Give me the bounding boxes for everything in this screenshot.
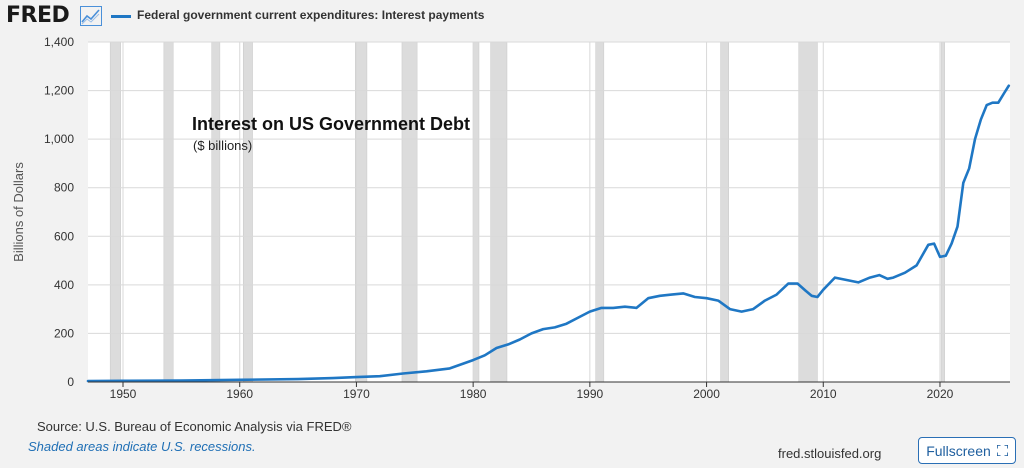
- legend-label: Federal government current expenditures:…: [137, 8, 485, 22]
- recession-band-12: [940, 41, 945, 383]
- plot-background: [88, 42, 1010, 382]
- recession-band-6: [401, 41, 418, 383]
- x-tick-label: 2000: [693, 387, 720, 401]
- recession-band-2: [163, 41, 174, 383]
- gridlines: [88, 41, 1010, 382]
- recession-band-5: [355, 41, 368, 383]
- recession-band-11: [798, 41, 818, 383]
- legend-swatch: [111, 15, 131, 18]
- x-tick-label: 1970: [343, 387, 370, 401]
- fullscreen-label: Fullscreen: [926, 442, 991, 459]
- y-tick-label: 400: [54, 278, 74, 292]
- recession-bands: [109, 41, 945, 383]
- fred-logo[interactable]: FRED: [6, 3, 70, 28]
- series-line-interest-payments: [86, 84, 1011, 383]
- chart-header: FRED Federal government current expendit…: [0, 0, 1024, 34]
- y-tick-label: 800: [54, 181, 74, 195]
- y-tick-label: 1,200: [44, 84, 74, 98]
- y-tick-label: 1,400: [44, 35, 74, 49]
- recession-band-4: [242, 41, 253, 383]
- chart-title: Interest on US Government Debt: [192, 114, 470, 134]
- x-tick-label: 1960: [226, 387, 253, 401]
- fullscreen-icon: [996, 445, 1008, 456]
- x-tick-label: 1990: [576, 387, 603, 401]
- recession-band-10: [720, 41, 729, 383]
- y-tick-label: 600: [54, 229, 74, 243]
- x-tick-label: 1950: [110, 387, 137, 401]
- x-tick-label: 2010: [810, 387, 837, 401]
- y-tick-label: 1,000: [44, 132, 74, 146]
- y-tick-label: 0: [67, 375, 74, 389]
- fred-graph-icon: [80, 6, 102, 26]
- fred-url[interactable]: fred.stlouisfed.org: [778, 446, 882, 461]
- x-tick-label: 2020: [927, 387, 954, 401]
- chart-subtitle: ($ billions): [193, 138, 252, 153]
- fullscreen-button[interactable]: Fullscreen: [918, 437, 1016, 464]
- x-tick-label: 1980: [460, 387, 487, 401]
- recession-band-3: [211, 41, 221, 383]
- y-axis-label: Billions of Dollars: [11, 162, 26, 262]
- recession-note: Shaded areas indicate U.S. recessions.: [28, 439, 256, 454]
- y-tick-label: 200: [54, 326, 74, 340]
- recession-band-9: [595, 41, 605, 383]
- recession-band-7: [472, 41, 480, 383]
- recession-band-1: [109, 41, 121, 383]
- y-axis-ticks: 0 200 400 600 800 1,000 1,200 1,400: [44, 35, 74, 389]
- recession-band-8: [490, 41, 508, 383]
- x-axis-ticks: 1950 1960 1970 1980 1990 2000 2010 2020: [110, 382, 954, 401]
- source-text: Source: U.S. Bureau of Economic Analysis…: [37, 419, 352, 434]
